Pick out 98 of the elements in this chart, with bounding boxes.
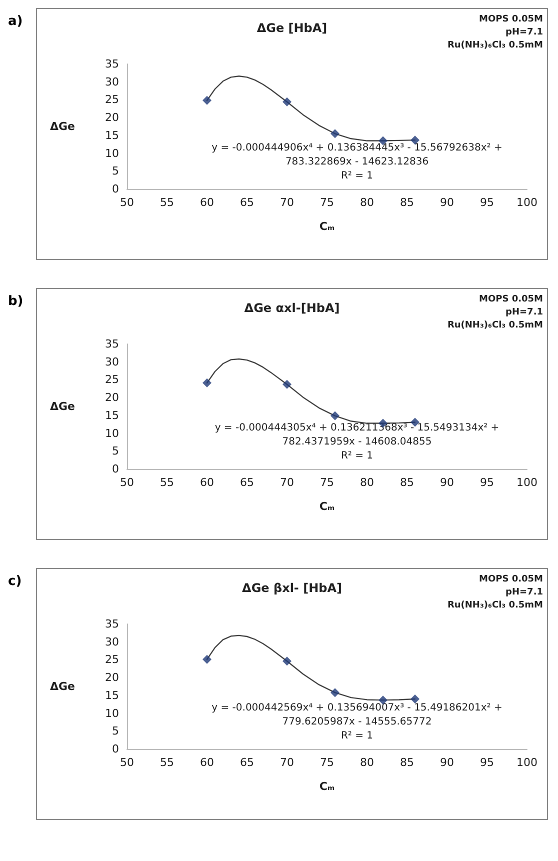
x-tick-label: 95: [480, 476, 494, 489]
point: [202, 654, 212, 664]
y-tick-label: 15: [105, 408, 119, 422]
text: MOPS 0.05M: [479, 294, 544, 304]
x-tick-label: 55: [160, 196, 174, 209]
x-tick-label: 70: [280, 196, 294, 209]
x-tick-label: 90: [440, 756, 454, 769]
text: c): [8, 574, 22, 589]
annotation: 782.4371959x - 14608.04855: [282, 436, 432, 448]
x-tick-label: 100: [516, 196, 538, 209]
x-tick-label: 75: [320, 756, 334, 769]
y-tick-label: 5: [112, 444, 119, 458]
x-tick-label: 85: [400, 196, 414, 209]
y-tick-label: 15: [105, 688, 119, 702]
x-tick-label: 100: [516, 756, 538, 769]
x-tick-label: 90: [440, 196, 454, 209]
point: [202, 378, 212, 388]
annotation: 779.6205987x - 14555.65772: [282, 716, 432, 728]
x-tick-label: 60: [200, 476, 214, 489]
x-tick-label: 95: [480, 756, 494, 769]
y-tick-label: 30: [105, 635, 119, 648]
y-tick-label: 15: [105, 128, 119, 142]
x-tick-label: 50: [120, 196, 134, 209]
point: [282, 97, 292, 106]
y-tick-label: 0: [112, 462, 119, 476]
annotation: y = -0.000442569x⁴ + 0.135694007x³ - 15.49186201x² +: [212, 702, 502, 714]
x-tick-label: 50: [120, 476, 134, 489]
point: [282, 380, 292, 389]
point: [410, 418, 420, 427]
chart-title: ΔGe αxl-[HbA]: [244, 301, 340, 315]
x-tick-label: 55: [160, 756, 174, 769]
text: Ru(NH₃)₆Cl₃ 0.5mM: [447, 600, 544, 610]
point: [282, 656, 292, 666]
text: pH=7.1: [506, 588, 544, 598]
y-tick-label: 5: [112, 164, 119, 178]
text: pH=7.1: [506, 308, 544, 318]
annotation: y = -0.000444906x⁴ + 0.136384445x³ - 15.56792638x² +: [212, 142, 502, 154]
x-tick-label: 85: [400, 476, 414, 489]
x-tick-label: 85: [400, 756, 414, 769]
y-tick-label: 25: [105, 373, 119, 386]
x-tick-label: 60: [200, 196, 214, 209]
point: [202, 96, 212, 105]
y-tick-label: 30: [105, 75, 119, 88]
y-axis-title: ΔGe: [50, 120, 75, 133]
x-tick-label: 75: [320, 196, 334, 209]
x-tick-label: 50: [120, 756, 134, 769]
y-tick-label: 25: [105, 653, 119, 666]
y-tick-label: 5: [112, 724, 119, 738]
x-axis-title: Cₘ: [319, 780, 335, 793]
text: Ru(NH₃)₆Cl₃ 0.5mM: [447, 40, 544, 50]
y-tick-label: 0: [112, 182, 119, 196]
y-axis-title: ΔGe: [50, 400, 75, 413]
annotation: 783.322869x - 14623.12836: [285, 156, 429, 168]
x-tick-label: 80: [360, 476, 374, 489]
annotation: y = -0.000444305x⁴ + 0.136211368x³ - 15.5493134x² +: [214, 422, 500, 434]
x-tick-label: 55: [160, 476, 174, 489]
x-tick-label: 75: [320, 476, 334, 489]
y-tick-label: 35: [105, 618, 119, 630]
y-tick-label: 35: [105, 338, 119, 350]
y-tick-label: 20: [105, 111, 119, 124]
x-tick-label: 65: [240, 196, 254, 209]
x-tick-label: 60: [200, 756, 214, 769]
y-tick-label: 10: [105, 426, 119, 440]
point: [330, 129, 340, 138]
annotation: R² = 1: [340, 170, 374, 182]
y-tick-label: 0: [112, 742, 119, 756]
point: [330, 411, 340, 420]
text: MOPS 0.05M: [479, 14, 544, 24]
y-tick-label: 35: [105, 58, 119, 70]
y-tick-label: 10: [105, 146, 119, 160]
annotation: R² = 1: [340, 450, 374, 462]
point: [330, 688, 340, 698]
chart-title: ΔGe βxl- [HbA]: [242, 581, 342, 595]
text: pH=7.1: [506, 28, 544, 38]
x-axis-title: Cₘ: [319, 220, 335, 233]
x-tick-label: 80: [360, 196, 374, 209]
y-tick-label: 10: [105, 706, 119, 720]
x-tick-label: 70: [280, 756, 294, 769]
y-axis-title: ΔGe: [50, 680, 75, 693]
text: MOPS 0.05M: [479, 574, 544, 584]
text: a): [8, 14, 23, 29]
point: [410, 694, 420, 704]
x-axis-title: Cₘ: [319, 500, 335, 513]
x-tick-label: 95: [480, 196, 494, 209]
x-tick-label: 70: [280, 476, 294, 489]
text: Ru(NH₃)₆Cl₃ 0.5mM: [447, 320, 544, 330]
chart-title: ΔGe [HbA]: [256, 21, 328, 35]
x-tick-label: 90: [440, 476, 454, 489]
y-tick-label: 20: [105, 391, 119, 404]
y-tick-label: 30: [105, 355, 119, 368]
x-tick-label: 65: [240, 756, 254, 769]
y-tick-label: 25: [105, 93, 119, 106]
x-tick-label: 80: [360, 756, 374, 769]
x-tick-label: 65: [240, 476, 254, 489]
annotation: R² = 1: [340, 730, 374, 742]
y-tick-label: 20: [105, 671, 119, 684]
x-tick-label: 100: [516, 476, 538, 489]
text: b): [8, 294, 24, 309]
